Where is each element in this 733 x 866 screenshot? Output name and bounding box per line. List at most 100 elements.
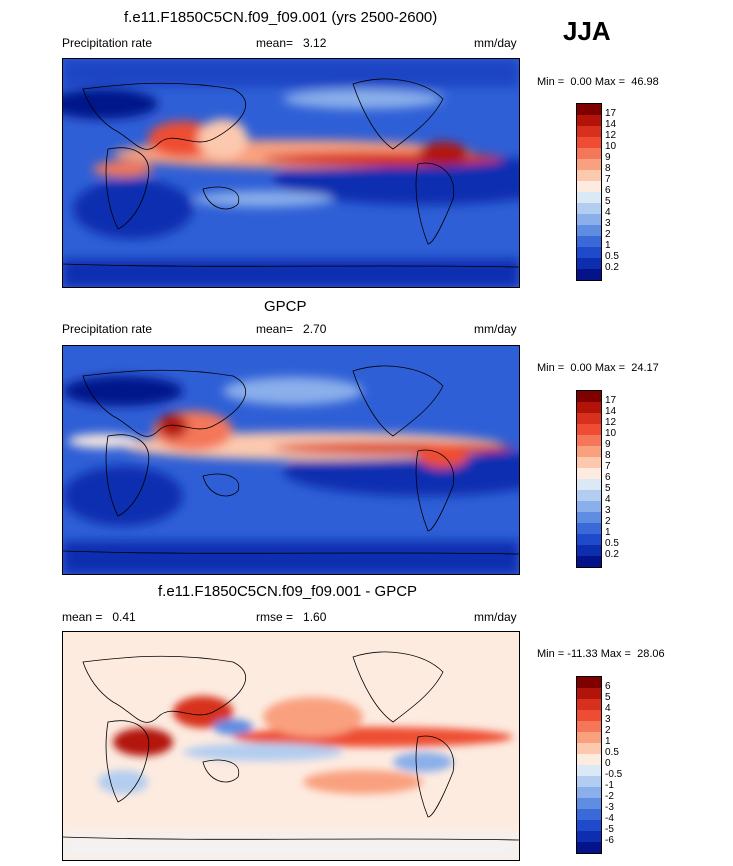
colorbar-swatch [577,688,601,699]
colorbar-tick-label: 2 [605,229,611,240]
panel2-minmax: Min = 0.00 Max = 24.17 [537,362,659,374]
colorbar-tick-label: 8 [605,163,611,174]
panel1-map [62,58,520,288]
colorbar-swatch [577,732,601,743]
colorbar-swatch [577,831,601,842]
colorbar-swatch [577,721,601,732]
panel1-colorbar [576,103,602,281]
panel1-variable-label: Precipitation rate [62,36,153,50]
panel1-units: mm/day [474,36,517,50]
colorbar-tick-label: 7 [605,174,611,185]
panel3-colorbar [576,676,602,854]
panel3-minmax: Min = -11.33 Max = 28.06 [537,648,665,660]
panel1-mean: mean= 3.12 [256,36,326,50]
panel3-map [62,631,520,861]
colorbar-swatch [577,104,601,115]
colorbar-swatch [577,479,601,490]
colorbar-swatch [577,545,601,556]
panel3-mean-label: mean = [62,610,103,624]
colorbar-swatch [577,269,601,280]
panel1-max-label: Max = [594,76,626,88]
colorbar-tick-label: 7 [605,461,611,472]
colorbar-tick-label: -1 [605,780,614,791]
colorbar-swatch [577,126,601,137]
colorbar-swatch [577,798,601,809]
colorbar-tick-label: 0.5 [605,538,619,549]
panel2-units: mm/day [474,322,517,336]
panel1-map-field [63,59,519,287]
colorbar-swatch [577,765,601,776]
colorbar-swatch [577,457,601,468]
colorbar-tick-label: -4 [605,813,614,824]
panel2-title: GPCP [264,298,307,315]
panel3-rmse-value: 1.60 [303,610,327,624]
colorbar-swatch [577,556,601,567]
colorbar-tick-label: 10 [605,141,617,152]
colorbar-swatch [577,115,601,126]
panel3-min-value: -11.33 [567,648,598,660]
season-label: JJA [563,16,611,46]
colorbar-tick-label: 3 [605,218,611,229]
panel3-max-label: Max = [600,648,631,660]
colorbar-tick-label: -2 [605,791,614,802]
panel2-min-label: Min = [537,362,565,374]
colorbar-tick-label: 12 [605,130,617,141]
colorbar-swatch [577,523,601,534]
colorbar-tick-label: 3 [605,505,611,516]
panel1-min-value: 0.00 [570,76,592,88]
panel2-map [62,345,520,575]
colorbar-swatch [577,501,601,512]
colorbar-swatch [577,468,601,479]
panel1-mean-label: mean= [256,36,294,50]
colorbar-tick-label: 0.2 [605,262,619,273]
colorbar-tick-label: 0.5 [605,251,619,262]
panel2-max-value: 24.17 [631,362,659,374]
colorbar-tick-label: 6 [605,185,611,196]
panel2-max-label: Max = [594,362,626,374]
panel1-max-value: 46.98 [631,76,659,88]
colorbar-swatch [577,842,601,853]
colorbar-swatch [577,236,601,247]
colorbar-swatch [577,170,601,181]
colorbar-swatch [577,148,601,159]
colorbar-tick-label: 9 [605,439,611,450]
colorbar-tick-label: 1 [605,240,611,251]
panel2-map-field [63,346,519,574]
colorbar-swatch [577,809,601,820]
colorbar-tick-label: 5 [605,692,611,703]
panel1-mean-value: 3.12 [303,36,327,50]
colorbar-tick-label: 14 [605,406,617,417]
panel3-min-label: Min = [537,648,565,660]
colorbar-tick-label: 4 [605,703,611,714]
colorbar-swatch [577,754,601,765]
colorbar-tick-label: -3 [605,802,614,813]
colorbar-tick-label: 2 [605,516,611,527]
colorbar-tick-label: 5 [605,196,611,207]
panel3-max-value: 28.06 [637,648,665,660]
colorbar-tick-label: 17 [605,108,617,119]
colorbar-tick-label: 0.5 [605,747,619,758]
colorbar-swatch [577,203,601,214]
colorbar-swatch [577,247,601,258]
panel1-title: f.e11.F1850C5CN.f09_f09.001 (yrs 2500-26… [124,9,438,26]
colorbar-tick-label: 1 [605,527,611,538]
colorbar-swatch [577,776,601,787]
colorbar-tick-label: 14 [605,119,617,130]
colorbar-swatch [577,710,601,721]
panel1-minmax: Min = 0.00 Max = 46.98 [537,76,659,88]
colorbar-tick-label: 8 [605,450,611,461]
colorbar-tick-label: 1 [605,736,611,747]
colorbar-swatch [577,820,601,831]
colorbar-tick-label: 6 [605,681,611,692]
panel3-mean: mean = 0.41 [62,610,136,624]
colorbar-swatch [577,159,601,170]
colorbar-swatch [577,391,601,402]
panel1-min-label: Min = [537,76,565,88]
colorbar-tick-label: 17 [605,395,617,406]
colorbar-swatch [577,677,601,688]
colorbar-swatch [577,435,601,446]
panel3-mean-value: 0.41 [112,610,136,624]
panel3-map-field [63,632,519,860]
colorbar-tick-label: 4 [605,494,611,505]
panel2-colorbar [576,390,602,568]
